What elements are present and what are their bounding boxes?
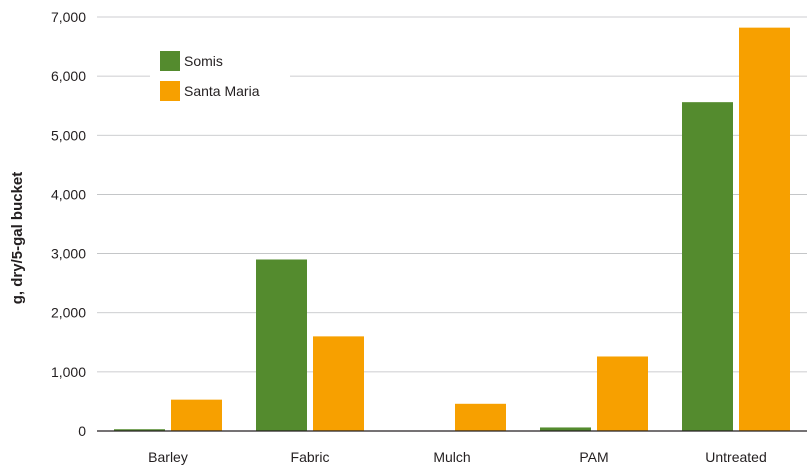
bar-santa-maria-pam: [597, 356, 648, 431]
bar-somis-pam: [540, 427, 591, 431]
x-tick-label: Untreated: [705, 449, 766, 465]
legend-swatch-santa-maria: [160, 81, 180, 101]
y-tick-label: 2,000: [51, 305, 86, 321]
legend-swatch-somis: [160, 51, 180, 71]
bar-somis-fabric: [256, 259, 307, 431]
legend: Somis Santa Maria: [160, 51, 260, 101]
x-tick-labels: Barley Fabric Mulch PAM Untreated: [148, 449, 767, 465]
bars: [114, 27, 790, 431]
y-tick-label: 4,000: [51, 186, 86, 202]
x-tick-label: Fabric: [291, 449, 330, 465]
bar-somis-barley: [114, 429, 165, 431]
y-axis-label: g, dry/5-gal bucket: [9, 172, 26, 305]
y-tick-label: 6,000: [51, 68, 86, 84]
x-tick-label: Mulch: [433, 449, 470, 465]
bar-santa-maria-fabric: [313, 336, 364, 431]
y-tick-label: 1,000: [51, 364, 86, 380]
bar-somis-untreated: [682, 102, 733, 431]
y-tick-label: 7,000: [51, 9, 86, 25]
bar-santa-maria-untreated: [739, 27, 790, 431]
x-tick-label: PAM: [579, 449, 608, 465]
legend-label-santa-maria: Santa Maria: [184, 83, 260, 99]
legend-label-somis: Somis: [184, 53, 223, 69]
y-tick-label: 5,000: [51, 127, 86, 143]
y-tick-labels: 0 1,000 2,000 3,000 4,000 5,000 6,000 7,000: [51, 9, 86, 439]
y-tick-label: 3,000: [51, 246, 86, 262]
x-tick-label: Barley: [148, 449, 188, 465]
y-tick-label: 0: [78, 423, 86, 439]
bar-santa-maria-mulch: [455, 403, 506, 431]
bar-santa-maria-barley: [171, 399, 222, 431]
